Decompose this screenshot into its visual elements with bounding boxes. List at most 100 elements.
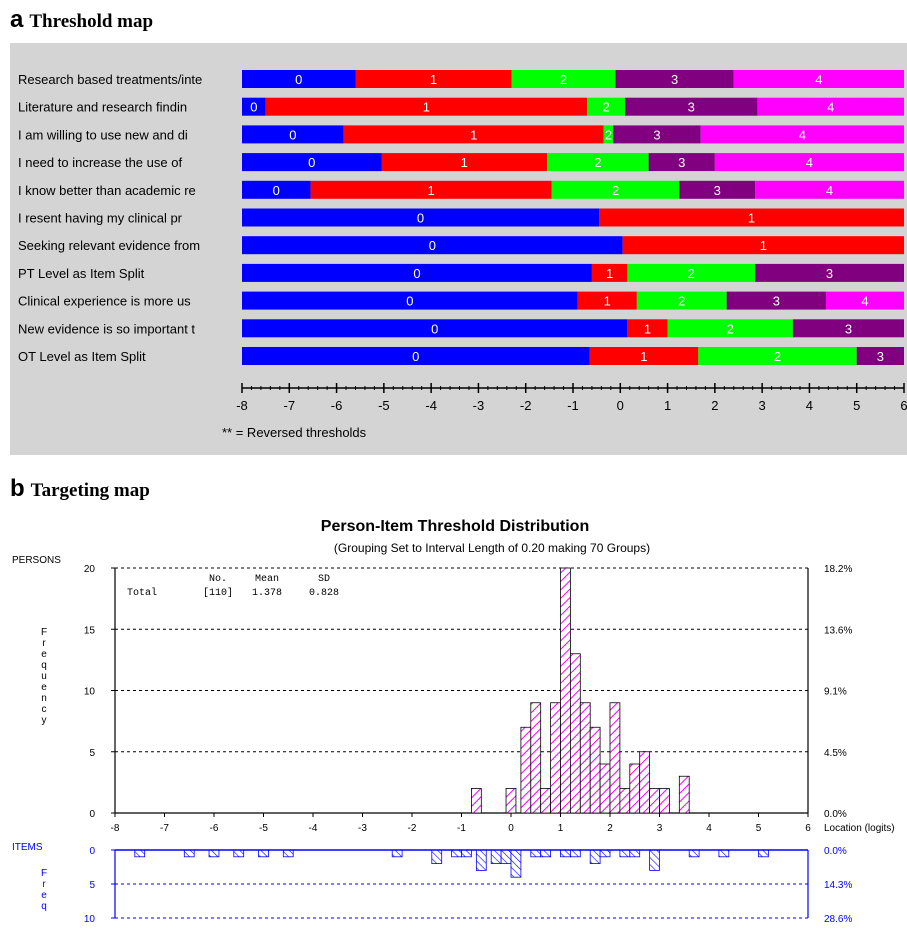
category-label: 0 (431, 321, 438, 336)
category-label: 0 (417, 211, 424, 226)
threshold-segment (603, 125, 614, 144)
threshold-segment (577, 291, 637, 310)
person-bar (599, 763, 611, 814)
panel-b-heading: b Targeting map (10, 475, 150, 503)
threshold-segment (636, 291, 727, 310)
item-bar (461, 849, 472, 858)
stats-header: Mean (255, 574, 279, 585)
x-tick-label: 4 (706, 823, 712, 834)
item-label: PT Level as Item Split (18, 266, 145, 281)
panel-a-title: Threshold map (29, 11, 154, 32)
frequency-letter: F (41, 627, 47, 638)
threshold-segment (755, 263, 904, 282)
threshold-segment (700, 125, 904, 144)
threshold-segment (625, 97, 758, 116)
items-y-left-tick-label: 5 (89, 880, 95, 891)
category-label: 3 (688, 100, 695, 115)
category-label: 0 (289, 127, 296, 142)
category-label: 1 (606, 266, 613, 281)
category-label: 1 (640, 349, 647, 364)
person-bar (659, 788, 670, 814)
y-right-tick-label: 4.5% (824, 748, 847, 759)
x-tick-label: -1 (457, 823, 466, 834)
panel-a-heading: a Threshold map (10, 6, 153, 34)
item-label: Literature and research findin (18, 100, 187, 115)
category-label: 0 (429, 238, 436, 253)
item-bar (688, 849, 700, 858)
threshold-segment (591, 263, 628, 282)
stats-value: [110] (203, 587, 233, 599)
person-bar (649, 788, 660, 814)
x-tick-label: -3 (473, 398, 485, 413)
person-bar (550, 702, 561, 814)
person-bar (470, 788, 482, 814)
item-bar (134, 849, 146, 858)
item-bar (490, 849, 502, 865)
category-label: 1 (604, 294, 611, 309)
frequency-letter: q (41, 660, 47, 671)
person-bar (609, 702, 621, 814)
threshold-segment (381, 153, 547, 172)
y-left-tick-label: 10 (84, 687, 96, 698)
stats-value: 1.378 (252, 588, 282, 599)
x-tick-label: -7 (160, 823, 169, 834)
item-label: OT Level as Item Split (18, 349, 146, 364)
threshold-segment (599, 208, 904, 227)
x-tick-label: 6 (805, 823, 811, 834)
item-bar (570, 849, 581, 858)
category-label: 2 (774, 349, 781, 364)
category-label: 1 (428, 183, 435, 198)
frequency-letter: r (42, 638, 46, 649)
threshold-segment (551, 180, 680, 199)
panel-a-letter: a (10, 6, 24, 33)
item-bar (540, 849, 552, 858)
threshold-segment (546, 153, 649, 172)
person-bar (570, 653, 581, 814)
person-bar (530, 702, 542, 814)
x-tick-label: -1 (567, 398, 579, 413)
person-bar (589, 726, 601, 814)
y-right-tick-label: 0.0% (824, 809, 847, 820)
category-label: 0 (412, 349, 419, 364)
item-bar (451, 849, 462, 858)
category-label: 4 (827, 100, 834, 115)
item-bar (258, 849, 269, 858)
person-bar (560, 567, 571, 814)
x-tick-label: -4 (309, 823, 318, 834)
threshold-segment (613, 125, 701, 144)
distribution-title: Person-Item Threshold Distribution (321, 518, 589, 535)
item-bar (208, 849, 220, 858)
item-bar (500, 849, 512, 865)
category-label: 0 (413, 266, 420, 281)
threshold-segment (726, 291, 826, 310)
targeting-map-chart: Person-Item Threshold Distribution (Grou… (12, 518, 895, 925)
threshold-segment (242, 236, 623, 255)
category-label: 1 (760, 238, 767, 253)
frequency-letter: n (41, 693, 47, 704)
threshold-segment (698, 347, 857, 365)
item-label: I am willing to use new and di (18, 127, 188, 142)
category-label: 4 (799, 127, 806, 142)
person-bar (678, 775, 690, 814)
distribution-subtitle: (Grouping Set to Interval Length of 0.20… (334, 541, 650, 555)
category-label: 3 (671, 72, 678, 87)
y-left-tick-label: 15 (84, 625, 96, 636)
item-label: Seeking relevant evidence from (18, 238, 200, 253)
stats-header: SD (318, 574, 330, 585)
x-tick-label: -8 (111, 823, 120, 834)
category-label: 4 (815, 72, 822, 87)
item-bar (431, 849, 443, 865)
item-bar (619, 849, 631, 858)
threshold-segment (265, 97, 588, 116)
x-tick-label: -4 (425, 398, 437, 413)
stats-value: 0.828 (309, 588, 339, 599)
category-label: 3 (877, 349, 884, 364)
x-tick-label: -5 (259, 823, 268, 834)
item-bar (649, 849, 660, 871)
threshold-segment (511, 70, 616, 88)
y-right-tick-label: 18.2% (824, 564, 852, 575)
category-label: 0 (406, 294, 413, 309)
items-frequency-letter: F (41, 868, 47, 879)
frequency-letter: y (42, 715, 47, 726)
x-tick-label: 5 (756, 823, 762, 834)
